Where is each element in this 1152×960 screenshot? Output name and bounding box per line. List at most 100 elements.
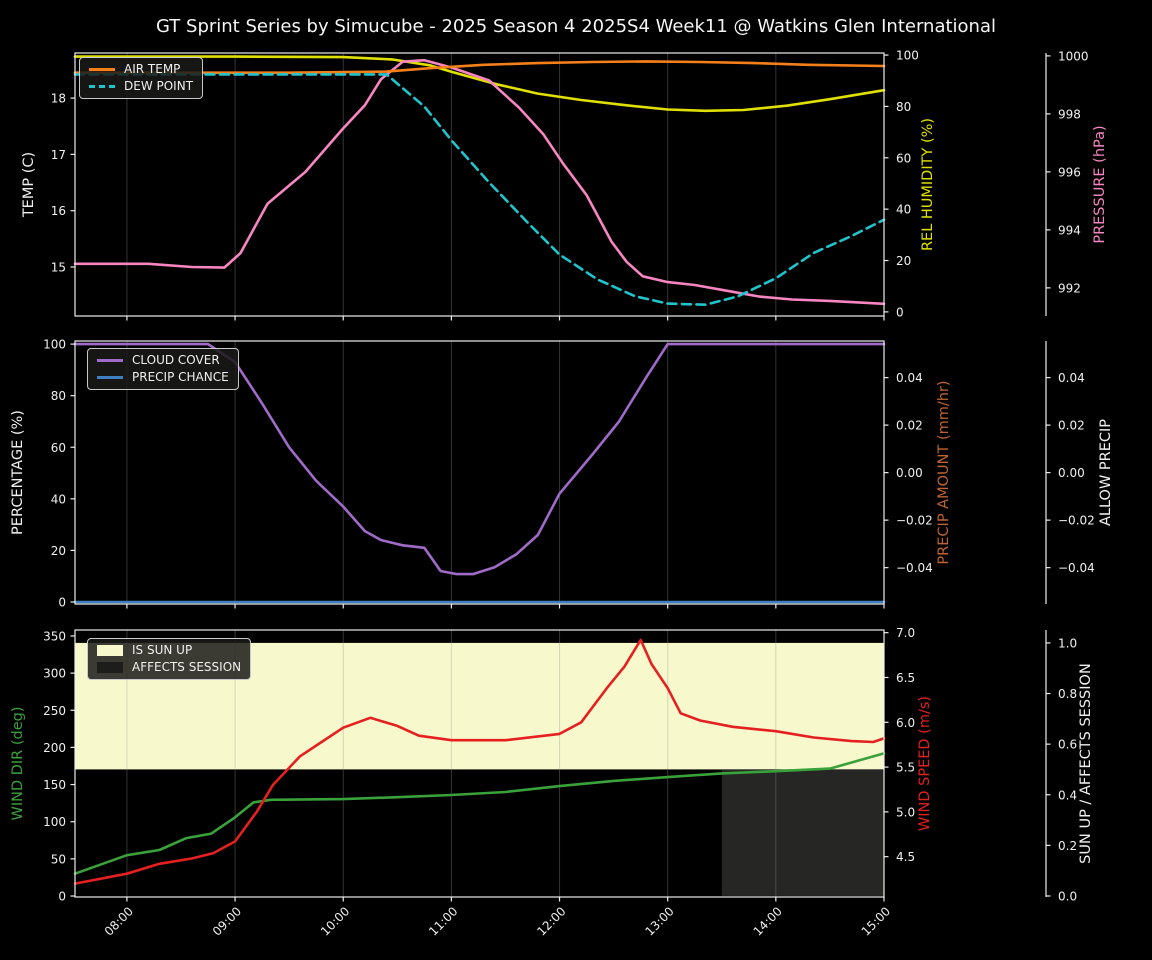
- axis-label-pres: PRESSURE (hPa): [1092, 125, 1108, 243]
- legend-swatch-affects-session: [97, 662, 123, 673]
- y-tick-label: 0: [58, 595, 66, 609]
- legend-item-cloud-cover: CLOUD COVER: [97, 354, 229, 367]
- legend-label: DEW POINT: [124, 79, 194, 93]
- y-tick-label: 80: [51, 389, 66, 403]
- y-tick-label: 0.0: [1058, 889, 1077, 903]
- y-tick-label: 100: [43, 338, 66, 352]
- series-cloud-cover: [73, 342, 886, 576]
- x-tick-label: 11:00: [426, 904, 460, 938]
- y-tick-label: 6.5: [896, 671, 915, 685]
- legend-item-precip-chance: PRECIP CHANCE: [97, 371, 229, 384]
- axis-label-pct: PERCENTAGE (%): [10, 410, 26, 535]
- axis-label-allow: ALLOW PRECIP: [1098, 419, 1114, 526]
- y-tick-label: 350: [43, 629, 66, 643]
- y-tick-label: 7.0: [896, 626, 915, 640]
- legend-label: AIR TEMP: [124, 62, 181, 76]
- y-tick-label: 6.0: [896, 716, 915, 730]
- x-tick-label: 14:00: [751, 904, 785, 938]
- legend-swatch-air-temp: [89, 68, 115, 71]
- y-tick-label: 5.5: [896, 761, 915, 775]
- y-tick-label: 0.4: [1058, 788, 1077, 802]
- axis-label-temp: TEMP (C): [21, 152, 37, 218]
- y-tick-label: 0.8: [1058, 687, 1077, 701]
- y-tick-label: 100: [896, 49, 919, 63]
- y-tick-label: 200: [43, 741, 66, 755]
- y-tick-label: 1.0: [1058, 636, 1077, 650]
- series-pressure: [73, 58, 886, 306]
- legend-label: AFFECTS SESSION: [132, 660, 242, 674]
- y-tick-label: 80: [896, 100, 911, 114]
- axis-label-pamt: PRECIP AMOUNT (mm/hr): [936, 380, 952, 564]
- legend-swatch-precip-chance: [97, 376, 123, 379]
- x-tick-label: 09:00: [210, 904, 244, 938]
- x-tick-label: 12:00: [534, 904, 568, 938]
- y-tick-label: 0.00: [896, 466, 923, 480]
- x-tick-label: 15:00: [859, 904, 893, 938]
- y-tick-label: 0.04: [896, 371, 923, 385]
- y-tick-label: 5.0: [896, 805, 915, 819]
- legend-item-is-sun-up: IS SUN UP: [97, 644, 241, 657]
- y-tick-label: 20: [896, 254, 911, 268]
- legend-label: PRECIP CHANCE: [132, 370, 229, 384]
- axis-label-dir: WIND DIR (deg): [10, 706, 26, 820]
- legend-precipitation: CLOUD COVER PRECIP CHANCE: [87, 348, 239, 390]
- series-dew-point: [73, 73, 886, 307]
- axis-label-spd: WIND SPEED (m/s): [917, 696, 933, 831]
- plot-frame: [74, 52, 885, 317]
- region-affects-session: [721, 769, 884, 896]
- y-tick-label: −0.04: [896, 561, 933, 575]
- y-tick-label: 0.00: [1058, 466, 1085, 480]
- axis-label-sun: SUN UP / AFFECTS SESSION: [1078, 663, 1094, 864]
- x-tick-label: 10:00: [318, 904, 352, 938]
- legend-item-dew-point: DEW POINT: [89, 80, 193, 93]
- y-tick-label: 994: [1058, 223, 1081, 237]
- x-tick-label: 08:00: [102, 904, 136, 938]
- y-tick-label: 992: [1058, 281, 1081, 295]
- y-tick-label: 20: [51, 544, 66, 558]
- series-wind-dir: [73, 752, 886, 876]
- y-tick-label: 0.04: [1058, 371, 1085, 385]
- y-tick-label: 100: [43, 815, 66, 829]
- page-title: GT Sprint Series by Simucube - 2025 Seas…: [156, 16, 996, 37]
- y-tick-label: 16: [51, 204, 66, 218]
- legend-swatch-is-sun-up: [97, 645, 123, 656]
- x-tick-label: 13:00: [642, 904, 676, 938]
- y-tick-label: 250: [43, 704, 66, 718]
- legend-label: CLOUD COVER: [132, 353, 220, 367]
- y-tick-label: 0.6: [1058, 738, 1077, 752]
- y-tick-label: 50: [51, 852, 66, 866]
- y-tick-label: 0.02: [896, 419, 923, 433]
- legend-temperature: AIR TEMP DEW POINT: [79, 57, 204, 99]
- y-tick-label: 60: [896, 151, 911, 165]
- axis-label-hum: REL HUMIDITY (%): [920, 118, 936, 251]
- legend-item-air-temp: AIR TEMP: [89, 63, 193, 76]
- y-tick-label: 996: [1058, 165, 1081, 179]
- legend-item-affects-session: AFFECTS SESSION: [97, 661, 241, 674]
- y-tick-label: 60: [51, 441, 66, 455]
- y-tick-label: 40: [896, 203, 911, 217]
- y-tick-label: 0.2: [1058, 839, 1077, 853]
- y-tick-label: 150: [43, 778, 66, 792]
- series-rel-humidity: [73, 55, 886, 113]
- legend-label: IS SUN UP: [132, 643, 193, 657]
- y-tick-label: −0.02: [896, 514, 933, 528]
- y-tick-label: −0.02: [1058, 514, 1095, 528]
- y-tick-label: 0.02: [1058, 419, 1085, 433]
- y-tick-label: 998: [1058, 107, 1081, 121]
- y-tick-label: 0: [58, 890, 66, 904]
- series-wind-speed: [73, 638, 886, 885]
- y-tick-label: 0: [896, 305, 904, 319]
- y-tick-label: 40: [51, 492, 66, 506]
- plot-temperature: 15 16 17 18 TEMP (C) 0 20 40 60 80 100 REL HUMIDITY…: [21, 49, 1108, 321]
- y-tick-label: 1000: [1058, 49, 1089, 63]
- y-tick-label: 18: [51, 92, 66, 106]
- legend-swatch-dew-point: [89, 85, 115, 88]
- y-tick-label: −0.04: [1058, 561, 1095, 575]
- plot-precipitation: 0 20 40 60 80 100 PERCENTAGE (%) −0.04 −0.02 0.00…: [10, 338, 1114, 610]
- y-tick-label: 17: [51, 148, 66, 162]
- y-tick-label: 300: [43, 667, 66, 681]
- plot-frame: [74, 629, 885, 898]
- y-tick-label: 15: [51, 261, 66, 275]
